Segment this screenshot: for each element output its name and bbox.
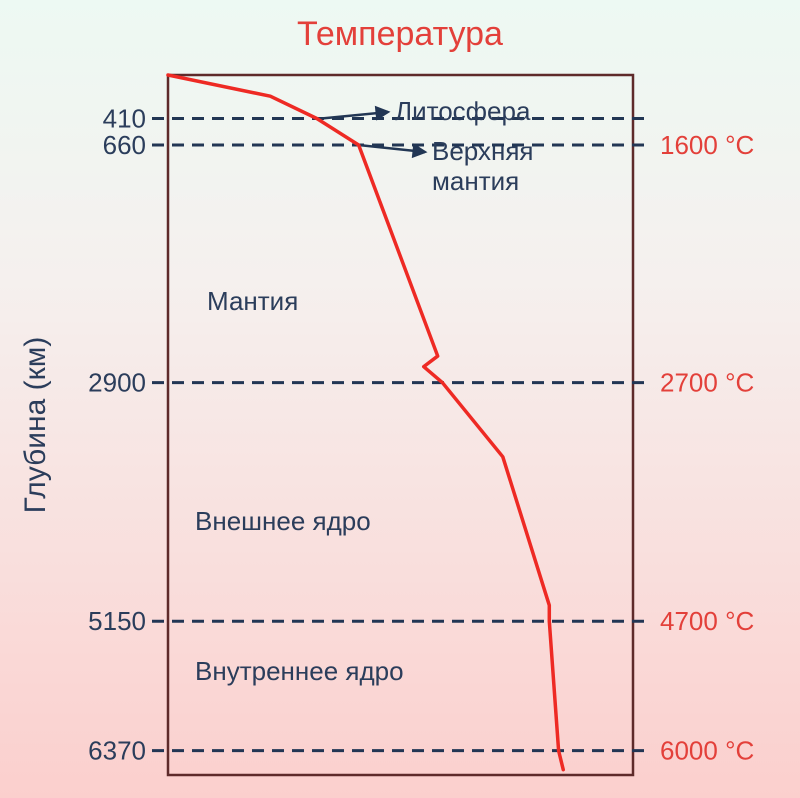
layer-label: Верхняя [432,136,534,166]
y-axis-label: Глубина (км) [19,337,52,514]
temperature-label: 6000 °C [660,736,754,766]
temperature-labels: 1600 °C 2700 °C 4700 °C 6000 °C [660,130,754,766]
depth-tick-labels: 410660 2900 5150 6370 [88,103,146,765]
layer-label: Внешнее ядро [195,506,371,536]
layer-labels: Литосфера Верхняямантия Мантия Внешнее ядро… [195,96,534,686]
temperature-label: 4700 °C [660,606,754,636]
depth-tick: 5150 [88,606,146,636]
temperature-label: 1600 °C [660,130,754,160]
depth-tick: 410 [103,103,146,133]
depth-tick: 6370 [88,736,146,766]
temperature-label: 2700 °C [660,368,754,398]
geotherm-chart: Температура Глубина (км) 410660 2900 5150 6… [0,0,800,798]
depth-tick: 660 [103,130,146,160]
layer-label: Внутреннее ядро [195,656,404,686]
depth-tick: 2900 [88,368,146,398]
layer-label: Литосфера [395,96,531,126]
layer-label: мантия [432,166,519,196]
layer-label: Мантия [207,286,298,316]
chart-title: Температура [297,15,503,53]
